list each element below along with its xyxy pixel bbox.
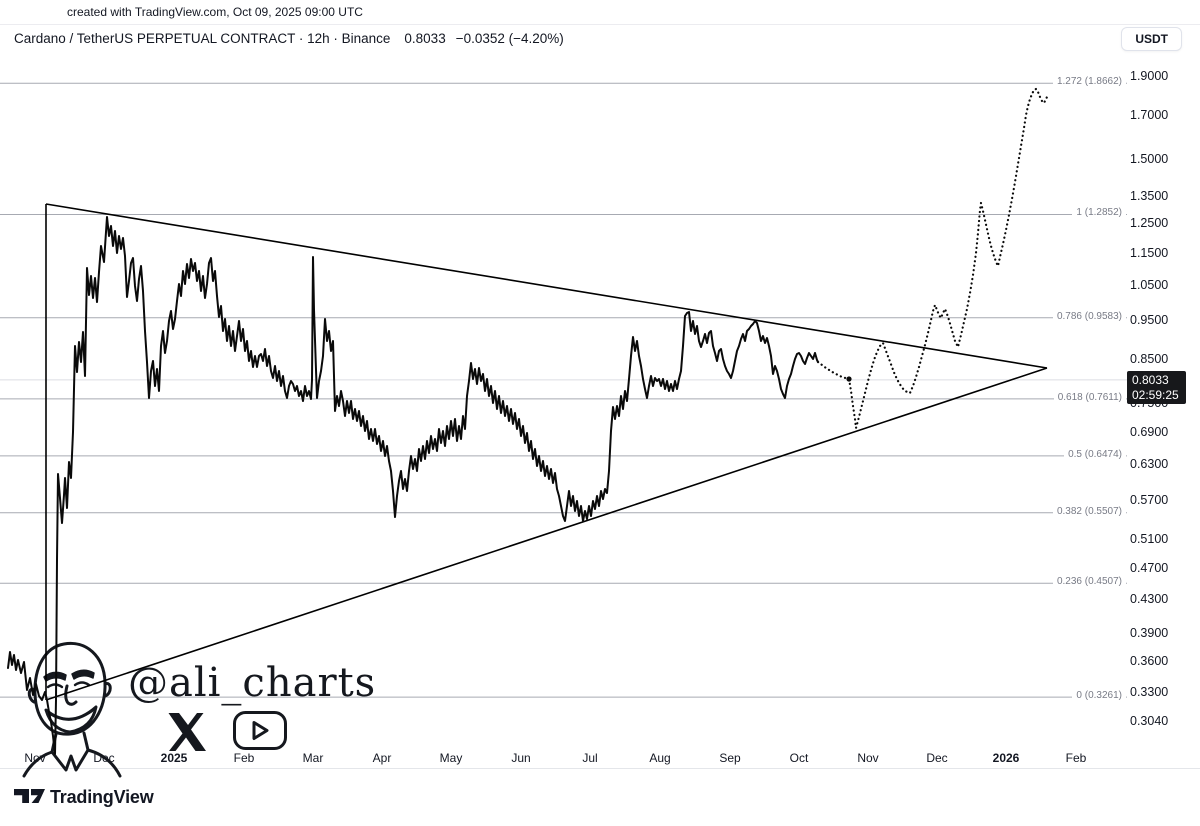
time-axis-tick: Feb [233, 751, 255, 765]
fib-level-label: 0.382 (0.5507) [1052, 505, 1126, 517]
fib-level-label: 0.236 (0.4507) [1052, 576, 1126, 588]
time-axis-border [0, 768, 1200, 769]
time-axis-tick: Jul [582, 751, 598, 765]
fib-level-label: 1.272 (1.8662) [1052, 76, 1126, 88]
tradingview-logo-text[interactable]: TradingView [50, 787, 154, 807]
time-axis-tick: 2025 [160, 751, 188, 765]
symbol-info: Cardano / TetherUS PERPETUAL CONTRACT · … [14, 31, 564, 46]
last-price-badge[interactable]: 0.8033 02:59:25 [1127, 371, 1186, 404]
price-axis-tick: 0.5700 [1130, 492, 1169, 507]
fib-level-label: 0.786 (0.9583) [1052, 310, 1126, 322]
price-axis-tick: 0.4300 [1130, 591, 1169, 606]
price-axis-tick: 1.9000 [1130, 68, 1169, 83]
time-axis-tick: Jun [511, 751, 531, 765]
price-axis-tick: 0.4700 [1130, 560, 1169, 575]
price-axis-tick: 0.3600 [1130, 654, 1169, 669]
time-axis-tick: Oct [789, 751, 809, 765]
time-axis-tick: Aug [649, 751, 671, 765]
currency-usdt-button[interactable]: USDT [1121, 27, 1182, 51]
badge-countdown: 02:59:25 [1132, 387, 1179, 402]
created-with-text: created with TradingView.com, Oct 09, 20… [67, 5, 363, 19]
fib-level-label: 0.5 (0.6474) [1064, 448, 1126, 460]
price-axis-tick: 0.3040 [1130, 713, 1169, 728]
price-axis-tick: 0.3900 [1130, 626, 1169, 641]
price-axis-tick: 0.6900 [1130, 425, 1169, 440]
price-axis-tick: 1.1500 [1130, 245, 1169, 260]
time-axis-tick: Apr [372, 751, 392, 765]
price-axis-tick: 0.3300 [1130, 684, 1169, 699]
watermark-handle: @ali_charts [128, 660, 377, 706]
price-axis-tick: 0.8500 [1130, 351, 1169, 366]
price-axis-tick: 1.0500 [1130, 277, 1169, 292]
time-axis-tick: Feb [1065, 751, 1087, 765]
price-axis-tick: 1.7000 [1130, 108, 1169, 123]
time-axis-tick: Nov [857, 751, 879, 765]
time-axis-tick: Nov [24, 751, 46, 765]
price-axis-tick: 1.3500 [1130, 189, 1169, 204]
created-with-bar: created with TradingView.com, Oct 09, 20… [0, 0, 1200, 25]
time-axis-tick: Dec [926, 751, 948, 765]
badge-price: 0.8033 [1132, 373, 1169, 387]
time-axis-tick: Sep [719, 751, 741, 765]
fib-level-label: 0 (0.3261) [1072, 690, 1126, 702]
price-axis-tick: 0.6300 [1130, 457, 1169, 472]
price-axis-tick: 1.2500 [1130, 216, 1169, 231]
price-axis-tick: 0.9500 [1130, 312, 1169, 327]
time-axis-tick: Dec [93, 751, 115, 765]
fib-level-label: 1 (1.2852) [1072, 207, 1126, 219]
time-axis-tick: Mar [302, 751, 324, 765]
time-axis-tick: 2026 [992, 751, 1020, 765]
symbol-change: −0.0352 (−4.20%) [455, 31, 564, 46]
fib-level-label: 0.618 (0.7611) [1053, 391, 1126, 403]
time-axis-tick: May [439, 751, 463, 765]
symbol-last-price: 0.8033 [404, 31, 446, 46]
price-axis-tick: 0.5100 [1130, 531, 1169, 546]
symbol-title: Cardano / TetherUS PERPETUAL CONTRACT · … [14, 31, 391, 46]
price-axis-tick: 1.5000 [1130, 152, 1169, 167]
